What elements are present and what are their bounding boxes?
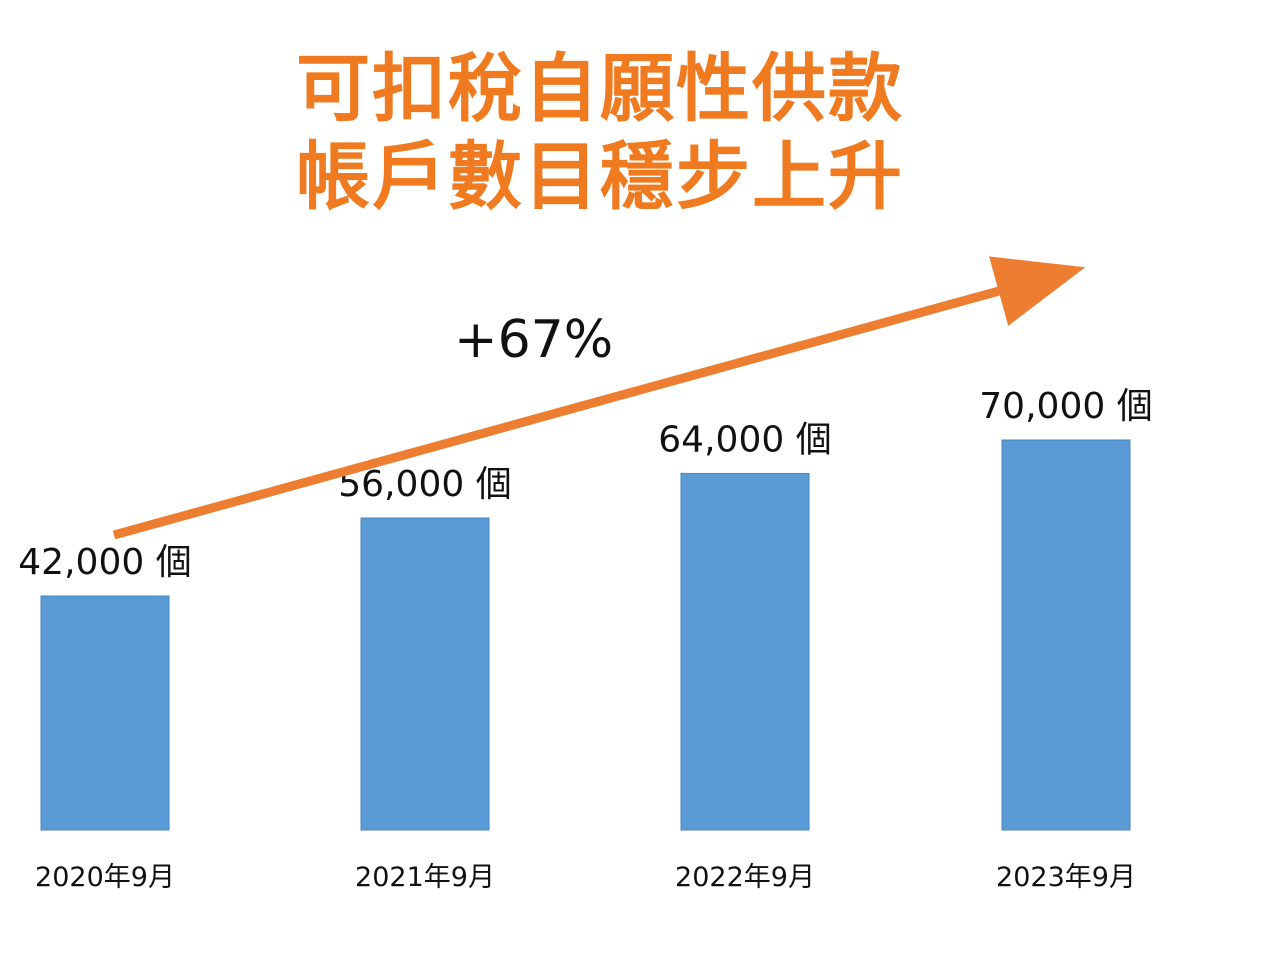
- bar-2023年9月: [1001, 439, 1131, 831]
- trend-arrow: [112, 256, 1086, 540]
- bar-2022年9月: [680, 472, 810, 831]
- chart-title-line-2: 帳戶數目穩步上升: [296, 134, 904, 220]
- chart-title-line-1: 可扣稅自願性供款: [296, 46, 904, 132]
- bars-layer: [40, 439, 1131, 831]
- bar-2021年9月: [360, 517, 490, 831]
- growth-annotation: +67%: [454, 310, 614, 370]
- category-label: 2023年9月: [996, 862, 1136, 893]
- data-label: 42,000 個: [18, 542, 191, 583]
- category-label: 2020年9月: [35, 862, 175, 893]
- category-label: 2021年9月: [355, 862, 495, 893]
- value-labels-layer: 42,000 個 56,000 個 64,000 個 70,000 個: [18, 386, 1152, 583]
- data-label: 56,000 個: [338, 464, 511, 505]
- category-label: 2022年9月: [675, 862, 815, 893]
- bar-2020年9月: [40, 595, 170, 831]
- data-label: 64,000 個: [658, 419, 831, 460]
- data-label: 70,000 個: [979, 386, 1152, 427]
- category-labels-layer: 2020年9月 2021年9月 2022年9月 2023年9月: [35, 862, 1136, 893]
